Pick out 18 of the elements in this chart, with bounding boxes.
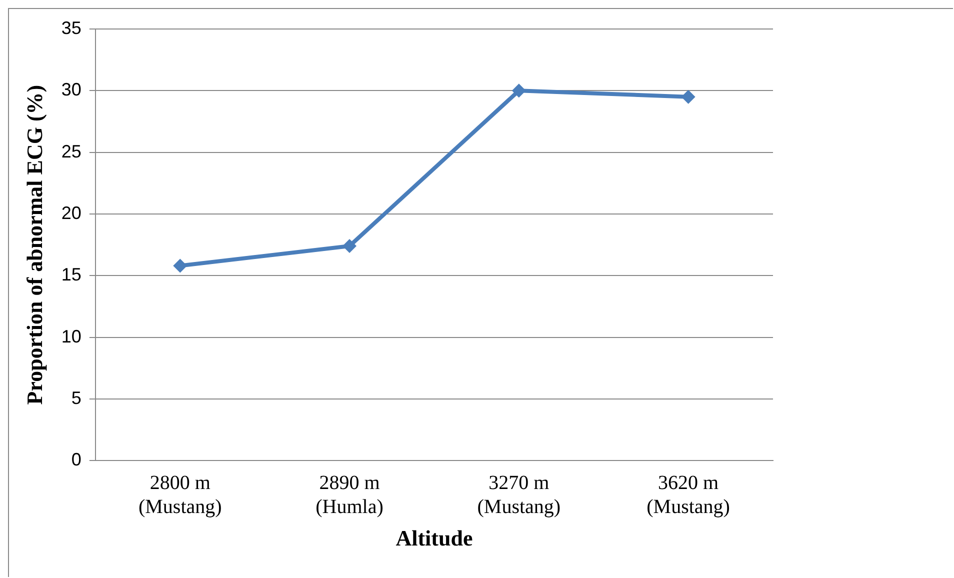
point [173,258,188,273]
y-tick-label: 15 [61,264,82,285]
y-tick-label: 10 [61,326,82,346]
y-tick-label: 0 [71,450,82,470]
y-tick-label: 20 [61,202,82,223]
y-axis-title: Proportion of abnormal ECG (%) [22,84,47,405]
x-tick-label: 2890 m (Humla) [316,472,384,518]
x-tick-label: 3620 m (Mustang) [646,472,730,518]
point [342,239,357,254]
x-tick-label: 3270 m (Mustang) [477,472,561,518]
point [681,90,696,104]
x-tick-label: 2800 m (Mustang) [138,472,222,518]
x-axis-title: Altitude [396,525,473,550]
y-tick-label: 35 [61,18,82,38]
y-tick-label: 30 [61,80,82,100]
y-tick-label: 5 [71,388,82,408]
y-tick-label: 25 [61,141,82,162]
point [512,84,526,98]
